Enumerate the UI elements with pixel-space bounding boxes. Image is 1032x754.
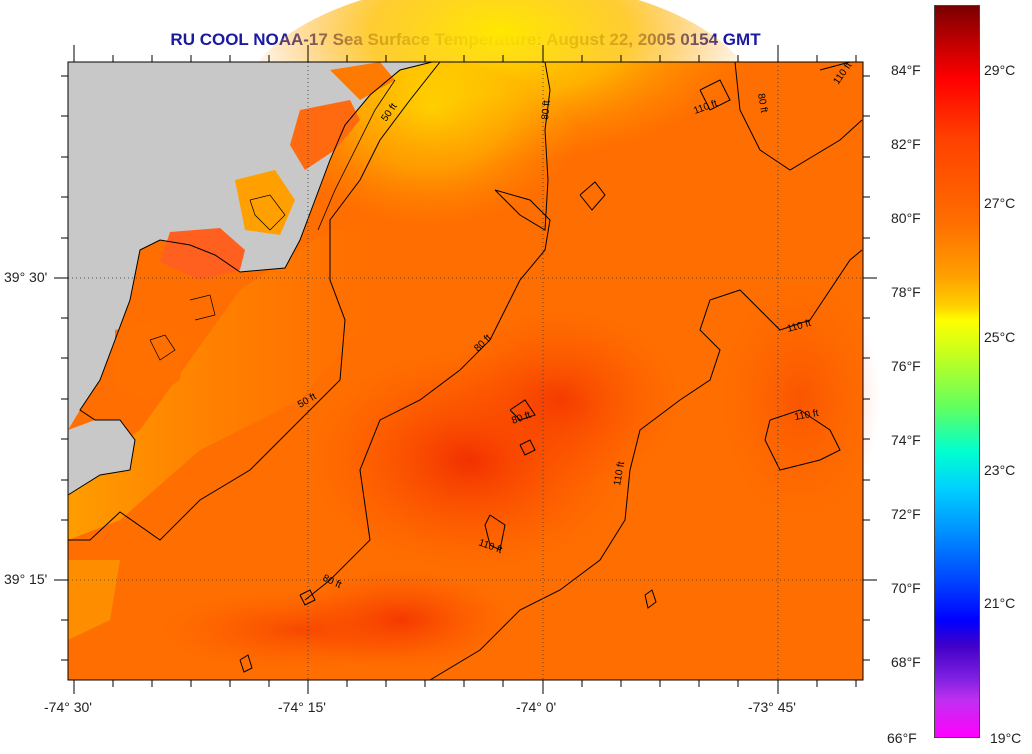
- contour-label: 80 ft: [755, 93, 769, 114]
- colorbar-f-label: 76°F: [891, 358, 921, 374]
- lon-label: -73° 45': [748, 699, 796, 715]
- colorbar-f-label: 72°F: [891, 506, 921, 522]
- lon-label: -74° 30': [44, 699, 92, 715]
- contour-label: 110 ft: [794, 408, 820, 423]
- colorbar-c-label: 23°C: [984, 462, 1016, 478]
- grid-lines: [68, 62, 863, 680]
- colorbar-f-label: 84°F: [891, 62, 921, 78]
- lon-label: -74° 0': [516, 699, 557, 715]
- lat-label: 39° 30': [4, 269, 48, 285]
- land-area: [68, 62, 432, 430]
- colorbar-c-label: 27°C: [984, 195, 1016, 211]
- colorbar-c-label: 21°C: [984, 595, 1016, 611]
- colorbar-f-label: 74°F: [891, 432, 921, 448]
- colorbar-c-label: 19°C: [990, 730, 1022, 746]
- colorbar-f-label: 82°F: [891, 136, 921, 152]
- lat-label: 39° 15': [4, 571, 48, 587]
- colorbar-c-label: 25°C: [984, 329, 1016, 345]
- colorbar-c-label: 29°C: [984, 62, 1016, 78]
- contour-label: 110 ft: [612, 460, 627, 486]
- contour-label: 80 ft: [540, 100, 553, 121]
- colorbar-f-label: 70°F: [891, 580, 921, 596]
- coastal-warm-band: [68, 230, 380, 540]
- axis-ticks: [54, 45, 877, 694]
- colorbar-f-label: 66°F: [887, 730, 917, 746]
- colorbar-f-label: 68°F: [891, 654, 921, 670]
- colorbar-f-label: 78°F: [891, 284, 921, 300]
- colorbar-f-label: 80°F: [891, 210, 921, 226]
- depth-contours: [68, 61, 863, 681]
- lon-label: -74° 15': [278, 699, 326, 715]
- colorbar: [934, 5, 980, 738]
